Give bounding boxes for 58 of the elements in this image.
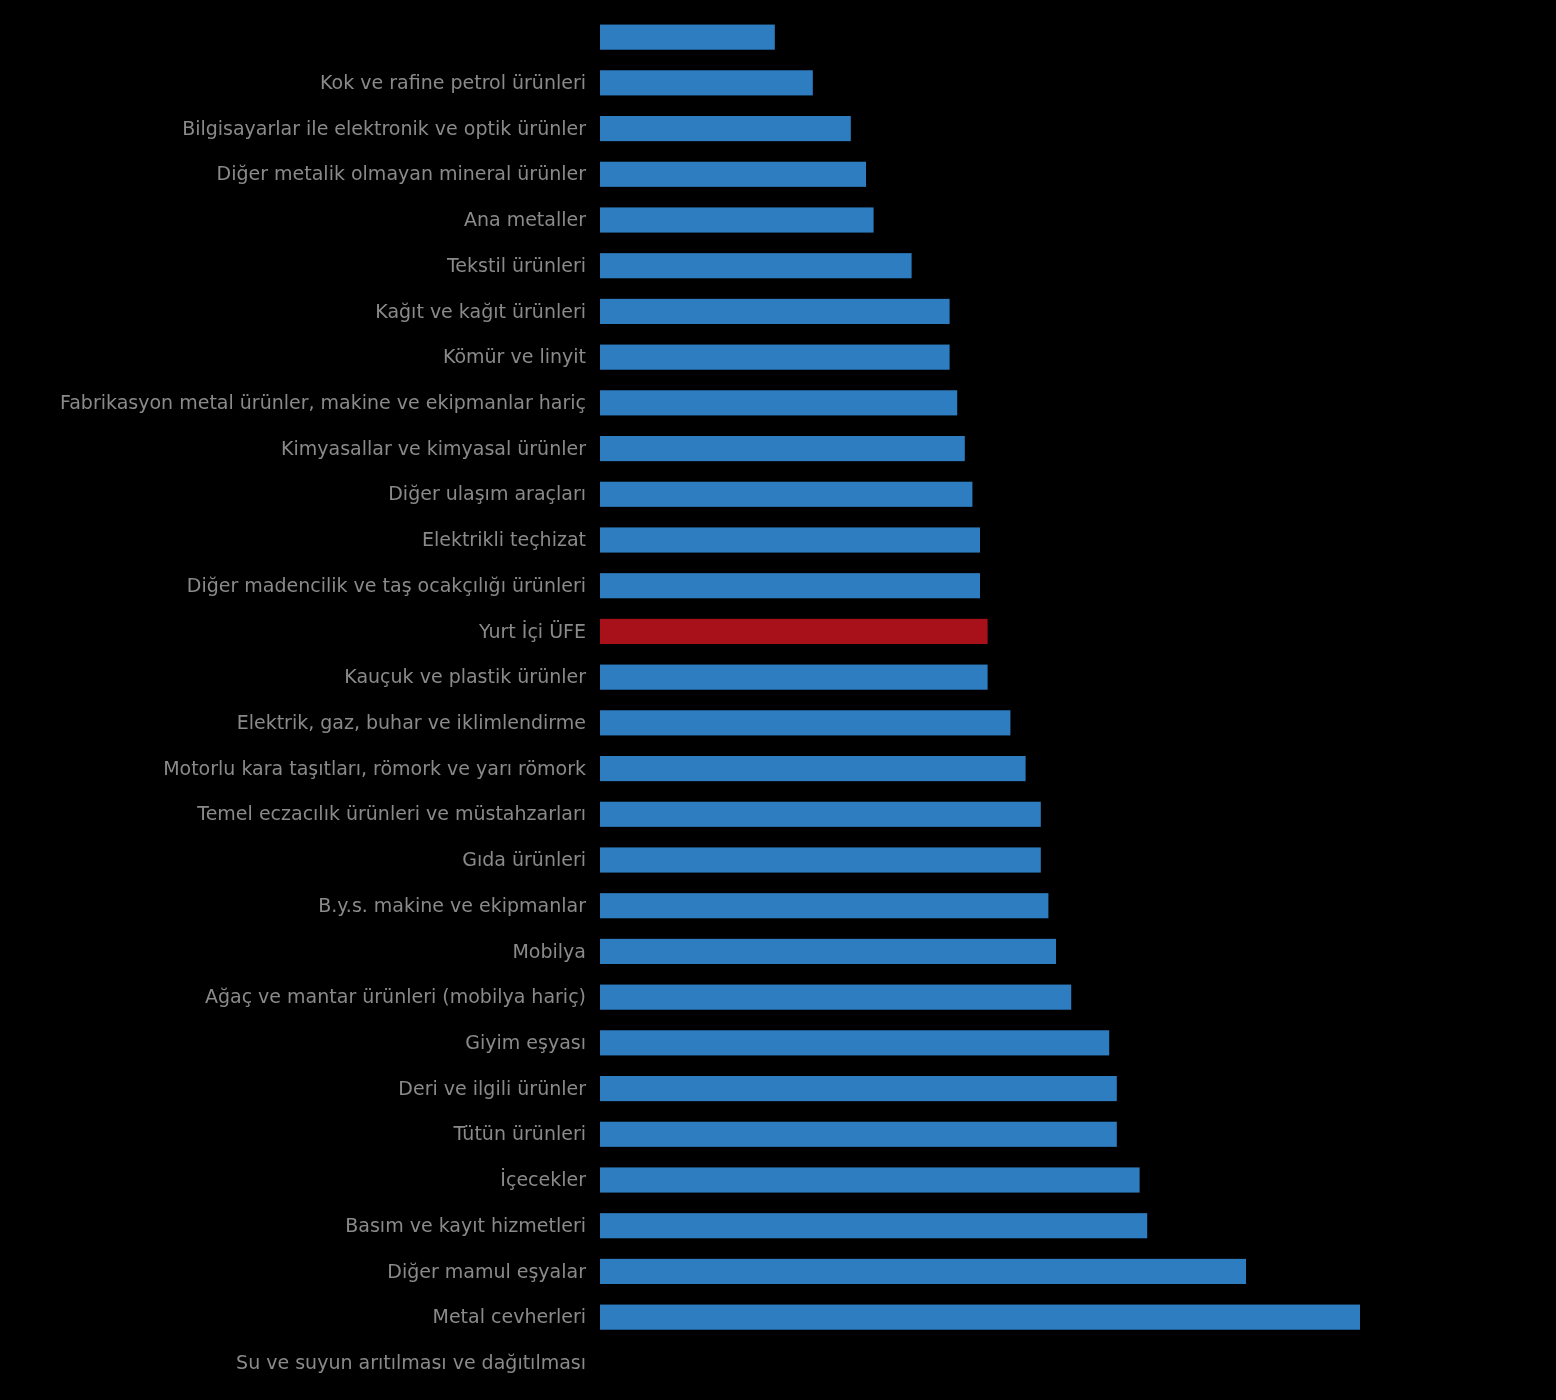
bar [600,527,980,553]
y-tick-label: Diğer metalik olmayan mineral ürünler [216,162,587,185]
bar [600,116,851,142]
y-tick-label: Mobilya [512,939,586,962]
y-tick-label: Diğer mamul eşyalar [387,1259,587,1282]
bar [600,481,973,507]
bar [600,756,1026,782]
y-tick-label: Kömür ve linyit [442,345,586,368]
y-tick-label: Kauçuk ve plastik ürünler [344,665,587,688]
bar [600,1121,1117,1147]
y-tick-label: Elektrikli teçhizat [421,528,586,551]
bar [600,1304,1360,1330]
bar [600,344,950,370]
y-tick-label: Deri ve ilgili ürünler [398,1076,587,1099]
y-tick-label: Temel eczacılık ürünleri ve müstahzarları [196,802,586,825]
bar [600,436,965,462]
y-tick-label: Su ve suyun arıtılması ve dağıtılması [236,1350,586,1373]
y-tick-label: Motorlu kara taşıtları, römork ve yarı römork [163,756,586,779]
bar [600,710,1011,736]
y-tick-label: Tütün ürünleri [452,1122,586,1145]
bar [600,253,912,279]
y-tick-label: Ağaç ve mantar ürünleri (mobilya hariç) [204,985,586,1008]
y-tick-label: Ana metaller [463,208,587,231]
y-tick-label: Kağıt ve kağıt ürünleri [375,299,586,322]
y-tick-label: İçecekler [500,1168,587,1191]
bar [600,70,813,96]
y-tick-label: Gıda ürünleri [462,848,586,871]
bar [600,161,866,187]
bar [600,573,980,599]
bar [600,893,1049,919]
y-tick-label: Tekstil ürünleri [445,253,586,276]
y-tick-label: B.y.s. makine ve ekipmanlar [318,893,587,916]
bar [600,984,1072,1010]
y-tick-label: Metal cevherleri [432,1305,586,1328]
y-tick-label: Yurt İçi ÜFE [478,619,586,642]
y-tick-label: Diğer madencilik ve taş ocakçılığı ürünleri [186,573,586,596]
bar [600,801,1041,827]
bar [600,618,988,644]
bar [600,847,1041,873]
bar [600,298,950,324]
y-tick-label: Kimyasallar ve kimyasal ürünler [281,436,587,459]
bar [600,207,874,233]
bar [600,1076,1117,1102]
y-tick-label: Giyim eşyası [465,1030,586,1053]
y-tick-label: Fabrikasyon metal ürünler, makine ve ekipmanlar hariç [60,390,586,413]
bar [600,1258,1246,1284]
bar [600,1167,1140,1193]
bar [600,1030,1110,1056]
bar [600,1213,1148,1239]
y-tick-label: Basım ve kayıt hizmetleri [345,1213,586,1236]
y-tick-label: Kok ve rafine petrol ürünleri [320,70,586,93]
bar [600,390,958,416]
bar [600,24,775,50]
y-tick-label: Diğer ulaşım araçları [388,482,586,505]
y-tick-label: Bilgisayarlar ile elektronik ve optik ürünler [182,116,587,139]
y-tick-label: Elektrik, gaz, buhar ve iklimlendirme [236,710,586,733]
bar [600,938,1056,964]
bar [600,664,988,690]
